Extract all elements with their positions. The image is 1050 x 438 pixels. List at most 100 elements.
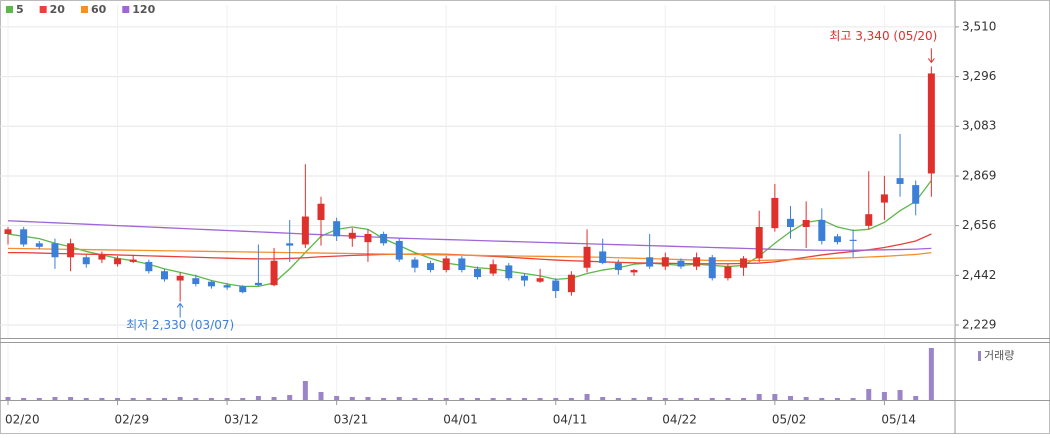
candle-body <box>20 229 28 245</box>
candle-body <box>724 266 732 279</box>
volume-bar <box>788 396 793 400</box>
volume-bar <box>584 394 590 400</box>
candle-body <box>442 258 450 271</box>
candle-body <box>677 260 685 267</box>
candle-body <box>114 258 122 265</box>
volume-bar <box>240 398 246 400</box>
candle-body <box>880 194 888 203</box>
volume-bar <box>521 398 527 400</box>
candle-body <box>849 239 857 241</box>
y-tick-label: 3,083 <box>962 119 996 133</box>
candle-body <box>223 285 231 288</box>
candle-body <box>552 280 560 291</box>
volume-bar <box>381 398 387 400</box>
legend-label: 60 <box>91 3 107 16</box>
volume-bar <box>928 348 934 400</box>
legend-swatch <box>122 6 130 13</box>
volume-bar <box>412 398 418 400</box>
y-tick-label: 2,869 <box>962 169 996 183</box>
candle-body <box>583 246 591 268</box>
candle-body <box>927 73 935 174</box>
candle-body <box>145 261 153 272</box>
volume-bar <box>302 381 308 400</box>
volume-bar <box>568 398 574 400</box>
candle-body <box>51 243 59 258</box>
candle-body <box>192 278 200 285</box>
candle-body <box>896 178 904 184</box>
volume-bar <box>224 398 230 400</box>
candle-body <box>98 254 106 260</box>
legend-label: 거래량 <box>984 349 1014 362</box>
candle-body <box>865 214 873 226</box>
x-tick-label: 02/20 <box>5 413 40 427</box>
volume-bar <box>193 398 199 400</box>
volume-bar <box>834 398 840 400</box>
x-tick-label: 04/11 <box>553 413 588 427</box>
candle-body <box>912 185 920 204</box>
volume-bar <box>349 397 355 400</box>
volume-bar <box>255 396 261 400</box>
annotation-arrow <box>927 48 935 64</box>
candle-body <box>129 259 137 262</box>
legend-swatch <box>80 6 88 13</box>
candle-body <box>270 260 278 286</box>
volume-bar <box>741 398 747 400</box>
volume-bar <box>866 389 872 400</box>
candle-body <box>646 257 654 267</box>
volume-bar <box>443 398 449 400</box>
volume-bar <box>318 392 324 400</box>
volume-bar <box>506 398 512 400</box>
volume-bar <box>819 398 825 400</box>
candle-body <box>833 236 841 243</box>
volume-bar <box>803 397 809 400</box>
volume-bar <box>334 396 340 400</box>
candle-body <box>489 264 497 274</box>
candle-body <box>301 216 309 245</box>
x-tick-label: 05/14 <box>881 413 916 427</box>
volume-bar <box>897 390 903 400</box>
annotation-label: 최고 3,340 (05/20) <box>829 29 937 43</box>
candle-body <box>364 233 372 243</box>
annotation-arrow <box>176 302 184 318</box>
candle-body <box>380 233 388 244</box>
volume-bar <box>772 394 778 400</box>
y-tick-label: 3,296 <box>962 69 996 83</box>
volume-bar <box>68 397 74 400</box>
volume-bar <box>428 398 434 400</box>
volume-bar <box>631 398 637 400</box>
volume-bar <box>5 397 11 400</box>
volume-bar <box>600 397 606 400</box>
x-tick-label: 05/02 <box>772 413 807 427</box>
candle-body <box>787 218 794 227</box>
candle-body <box>333 221 341 237</box>
candle-body <box>286 243 294 246</box>
candle-body <box>630 270 638 273</box>
x-tick-label: 04/01 <box>443 413 478 427</box>
candle-body <box>771 197 779 229</box>
volume-bar <box>756 394 762 400</box>
x-tick-label: 03/12 <box>224 413 259 427</box>
volume-bar <box>21 398 27 400</box>
moving-average-line <box>7 180 932 287</box>
legend-label: 120 <box>132 3 155 16</box>
volume-bar <box>365 397 371 400</box>
volume-bar <box>537 398 543 400</box>
candle-body <box>536 278 544 282</box>
x-tick-label: 04/22 <box>662 413 697 427</box>
volume-bar <box>459 398 465 400</box>
candle-body <box>35 243 43 247</box>
candle-body <box>661 257 669 267</box>
candle-body <box>317 203 325 221</box>
y-tick-label: 2,229 <box>962 317 996 331</box>
volume-bar <box>694 398 700 400</box>
volume-bar <box>709 398 715 400</box>
x-tick-label: 02/29 <box>115 413 150 427</box>
volume-bar <box>177 397 183 400</box>
moving-average-line <box>7 247 932 262</box>
candle-body <box>411 259 419 268</box>
candle-body <box>395 240 403 260</box>
volume-bar <box>115 398 121 400</box>
candle-body <box>254 282 262 286</box>
